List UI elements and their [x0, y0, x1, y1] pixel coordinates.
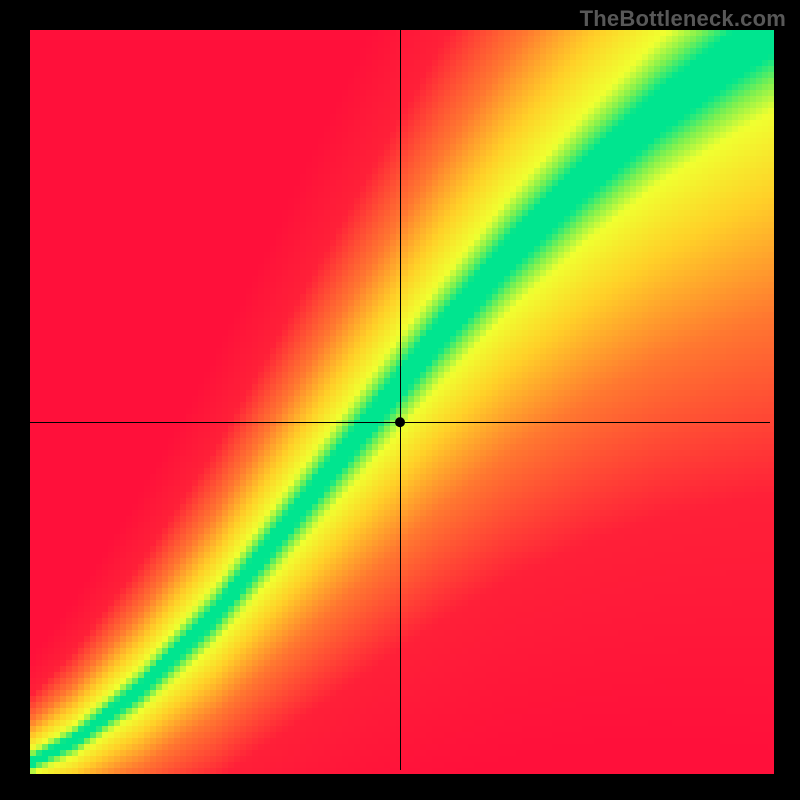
watermark-text: TheBottleneck.com	[580, 6, 786, 32]
chart-stage: TheBottleneck.com	[0, 0, 800, 800]
heatmap-canvas	[0, 0, 800, 800]
